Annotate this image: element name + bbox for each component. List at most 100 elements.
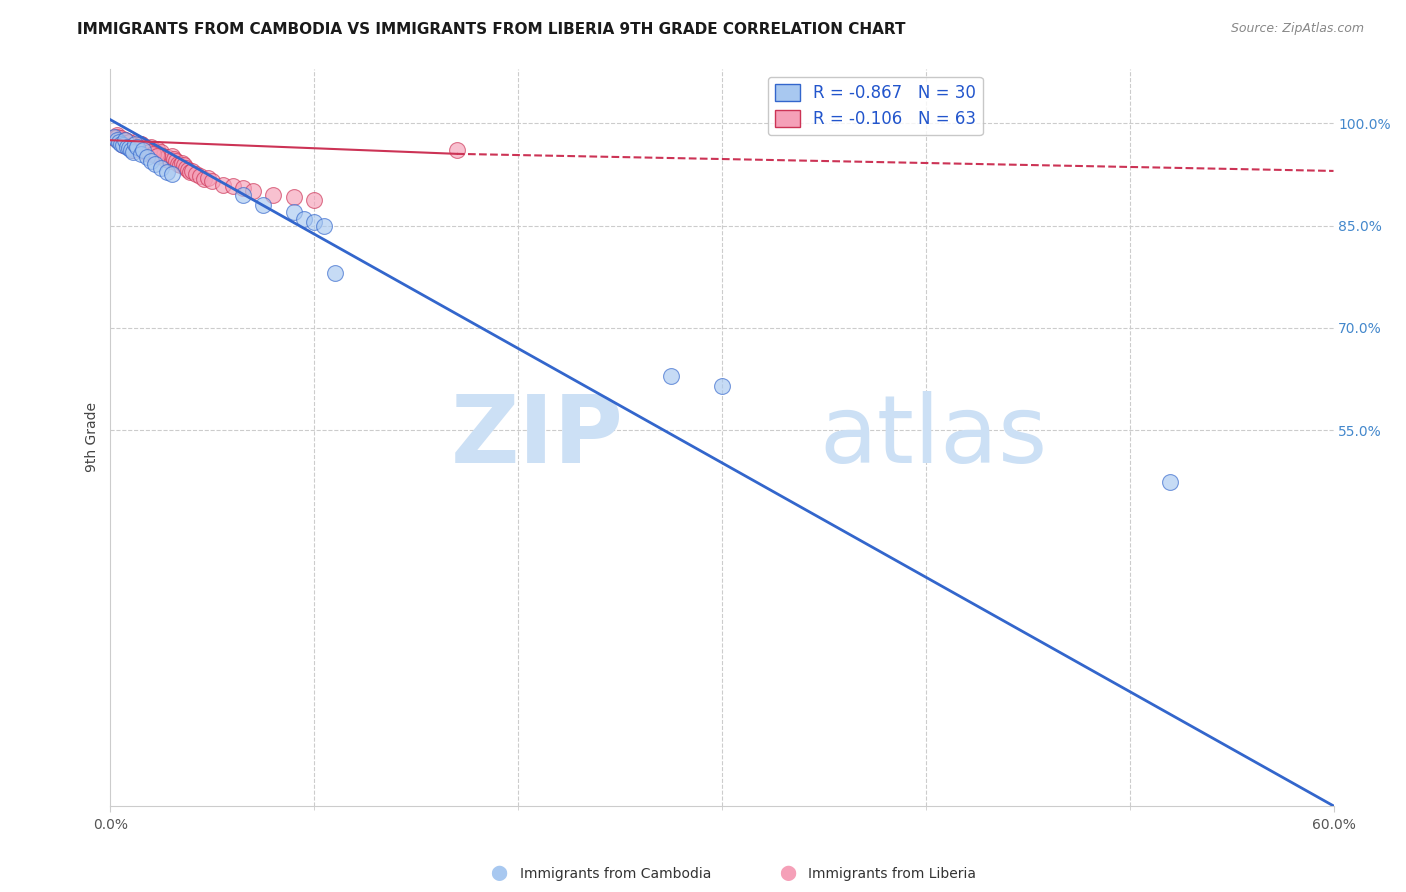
Point — [105, 129, 128, 144]
Point — [120, 144, 142, 158]
Point — [143, 157, 166, 171]
Point — [118, 141, 141, 155]
Point — [107, 135, 129, 149]
Point — [141, 153, 163, 168]
Point — [211, 178, 233, 192]
Point — [710, 379, 733, 393]
Text: Source: ZipAtlas.com: Source: ZipAtlas.com — [1230, 22, 1364, 36]
Point — [292, 211, 315, 226]
Point — [156, 150, 179, 164]
Point — [136, 150, 159, 164]
Point — [152, 149, 174, 163]
Point — [134, 142, 156, 156]
Point — [143, 145, 166, 159]
Point — [105, 133, 128, 147]
Point — [110, 135, 132, 149]
Point — [150, 145, 173, 159]
Point — [142, 144, 165, 158]
Point — [181, 164, 204, 178]
Point — [304, 215, 326, 229]
Point — [160, 167, 183, 181]
Point — [446, 144, 468, 158]
Point — [124, 135, 146, 149]
Point — [170, 155, 193, 169]
Point — [148, 146, 170, 161]
Point — [283, 190, 305, 204]
Point — [118, 140, 141, 154]
Point — [162, 152, 184, 166]
Point — [283, 205, 305, 219]
Point — [173, 159, 195, 173]
Point — [155, 152, 177, 166]
Point — [141, 140, 163, 154]
Point — [146, 149, 169, 163]
Text: ⬤: ⬤ — [779, 866, 796, 881]
Point — [124, 136, 146, 151]
Point — [114, 133, 136, 147]
Point — [120, 141, 142, 155]
Point — [115, 136, 138, 151]
Point — [134, 145, 156, 159]
Point — [114, 133, 136, 147]
Point — [150, 161, 173, 175]
Point — [159, 153, 181, 168]
Point — [160, 149, 183, 163]
Point — [184, 167, 207, 181]
Point — [114, 133, 136, 147]
Point — [188, 169, 211, 184]
Point — [136, 144, 159, 158]
Point — [169, 159, 191, 173]
Point — [121, 138, 143, 153]
Point — [659, 368, 682, 383]
Point — [115, 140, 138, 154]
Point — [128, 140, 150, 154]
Point — [132, 144, 155, 158]
Point — [156, 165, 179, 179]
Point — [222, 178, 245, 193]
Point — [193, 172, 215, 186]
Point — [304, 193, 326, 207]
Point — [110, 131, 132, 145]
Point — [118, 135, 141, 149]
Point — [242, 185, 264, 199]
Point — [105, 128, 128, 143]
Point — [177, 162, 200, 177]
Point — [129, 146, 152, 161]
Legend: R = -0.867   N = 30, R = -0.106   N = 63: R = -0.867 N = 30, R = -0.106 N = 63 — [768, 77, 983, 135]
Point — [263, 187, 285, 202]
Point — [125, 140, 148, 154]
Point — [121, 144, 143, 158]
Point — [146, 142, 169, 156]
Text: ⬤: ⬤ — [491, 866, 508, 881]
Text: ZIP: ZIP — [451, 392, 624, 483]
Point — [125, 138, 148, 153]
Point — [166, 157, 188, 171]
Text: Immigrants from Cambodia: Immigrants from Cambodia — [520, 867, 711, 881]
Point — [323, 266, 346, 280]
Point — [121, 145, 143, 159]
Point — [165, 153, 187, 168]
Point — [110, 136, 132, 151]
Point — [1159, 475, 1181, 489]
Point — [107, 133, 129, 147]
Point — [232, 181, 254, 195]
Point — [129, 136, 152, 151]
Point — [103, 131, 125, 145]
Point — [142, 146, 165, 161]
Point — [132, 141, 155, 155]
Point — [314, 219, 336, 233]
Text: Immigrants from Liberia: Immigrants from Liberia — [808, 867, 976, 881]
Point — [103, 129, 125, 144]
Point — [111, 138, 134, 153]
Y-axis label: 9th Grade: 9th Grade — [86, 402, 100, 472]
Text: atlas: atlas — [820, 392, 1047, 483]
Point — [232, 187, 254, 202]
Point — [201, 174, 224, 188]
Point — [179, 165, 201, 179]
Point — [111, 138, 134, 153]
Point — [174, 161, 197, 175]
Point — [197, 170, 219, 185]
Point — [129, 136, 152, 151]
Point — [138, 146, 160, 161]
Text: IMMIGRANTS FROM CAMBODIA VS IMMIGRANTS FROM LIBERIA 9TH GRADE CORRELATION CHART: IMMIGRANTS FROM CAMBODIA VS IMMIGRANTS F… — [77, 22, 905, 37]
